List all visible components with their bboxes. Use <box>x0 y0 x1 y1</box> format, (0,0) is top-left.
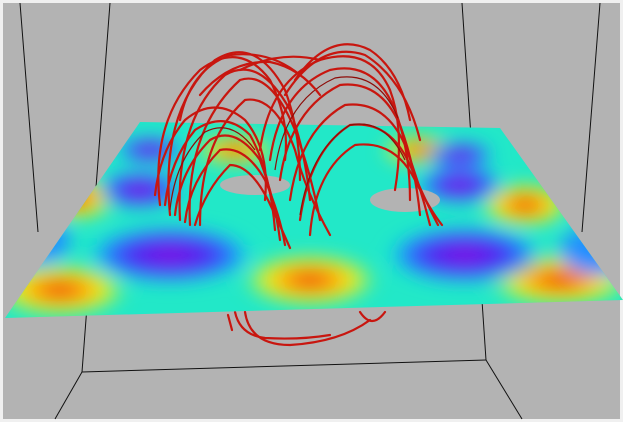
shape <box>425 141 495 169</box>
shape <box>85 225 255 285</box>
shape <box>385 225 545 285</box>
shape <box>240 252 380 308</box>
page: (() => { const data = JSON.parse(documen… <box>0 0 623 422</box>
render-view <box>0 0 623 422</box>
